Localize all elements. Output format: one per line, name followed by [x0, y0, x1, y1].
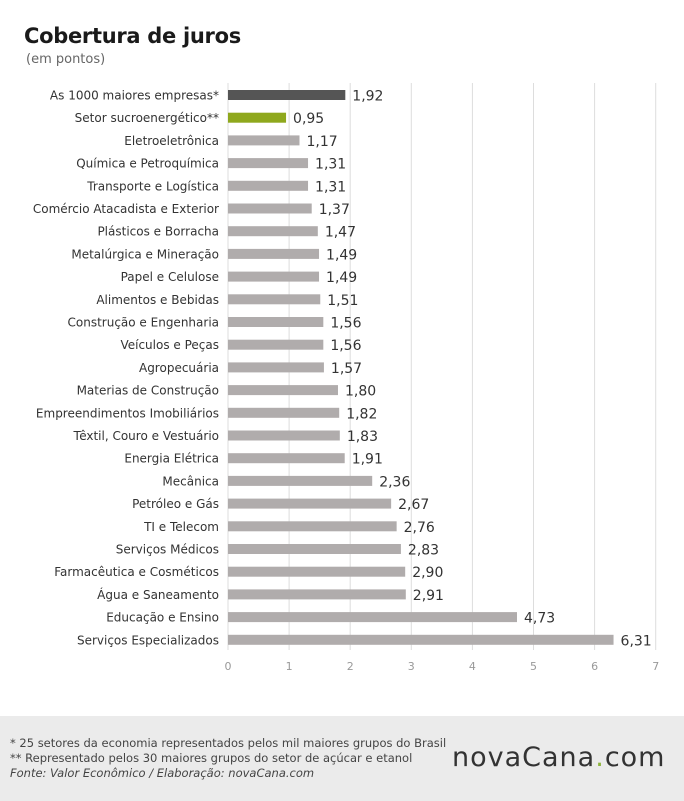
category-label: Setor sucroenergético** — [75, 111, 219, 125]
bar — [228, 180, 309, 191]
category-label: Farmacêutica e Cosméticos — [54, 565, 219, 579]
bar — [228, 271, 320, 282]
category-label: Alimentos e Bebidas — [96, 293, 219, 307]
data-label: 1,56 — [330, 316, 361, 332]
bar — [228, 112, 287, 123]
x-tick-label: 7 — [652, 660, 659, 673]
data-label: 1,80 — [345, 384, 376, 400]
bar — [228, 475, 373, 486]
bar — [228, 317, 324, 327]
bar — [228, 407, 340, 418]
bar — [228, 158, 309, 169]
category-label: As 1000 maiores empresas* — [50, 89, 219, 103]
chart-subtitle: (em pontos) — [26, 52, 106, 67]
footnote-1: * 25 setores da economia representados p… — [10, 736, 447, 750]
data-label: 0,95 — [293, 111, 324, 127]
data-label: 6,31 — [621, 633, 652, 649]
data-label: 1,31 — [315, 157, 346, 173]
category-label: Química e Petroquímica — [76, 157, 219, 171]
category-label: Água e Saneamento — [97, 587, 219, 602]
category-label: Educação e Ensino — [106, 611, 219, 625]
category-label: TI e Telecom — [143, 520, 219, 534]
bar — [228, 90, 346, 100]
category-label: Papel e Celulose — [121, 270, 219, 284]
logo-tld: com — [604, 742, 666, 773]
bar — [228, 226, 318, 237]
category-label: Serviços Especializados — [77, 633, 219, 647]
category-label: Comércio Atacadista e Exterior — [33, 202, 219, 216]
bar — [228, 430, 340, 441]
category-label: Energia Elétrica — [124, 452, 219, 466]
data-label: 2,36 — [379, 474, 410, 490]
bar — [228, 203, 312, 214]
bar — [228, 589, 406, 600]
category-label: Mecânica — [162, 474, 219, 488]
data-label: 1,56 — [330, 338, 361, 354]
x-tick-label: 2 — [347, 660, 354, 673]
bar — [228, 612, 518, 623]
data-label: 1,57 — [331, 361, 362, 377]
data-label: 1,49 — [326, 270, 357, 286]
bar — [228, 248, 320, 259]
bar-chart: 0 1 2 3 4 5 6 7 As 1000 maiores empresas* 1,92 Set… — [33, 83, 659, 673]
footer-notes: * 25 setores da economia representados p… — [10, 736, 446, 781]
category-label: Petróleo e Gás — [132, 497, 219, 511]
data-label: 1,47 — [325, 225, 356, 241]
category-label: Empreendimentos Imobiliários — [36, 406, 219, 420]
bar — [228, 634, 614, 645]
category-label: Plásticos e Borracha — [97, 225, 219, 239]
category-label: Agropecuária — [139, 361, 219, 375]
footnote-2: ** Representado pelos 30 maiores grupos … — [10, 751, 413, 765]
category-label: Veículos e Peças — [120, 338, 219, 352]
data-label: 1,31 — [315, 179, 346, 195]
data-label: 1,82 — [346, 406, 377, 422]
chart-title: Cobertura de juros — [24, 24, 241, 48]
category-label: Serviços Médicos — [116, 543, 219, 557]
data-label: 1,92 — [352, 89, 383, 105]
data-label: 4,73 — [524, 611, 555, 627]
category-label: Têxtil, Couro e Vestuário — [73, 429, 219, 443]
x-tick-label: 5 — [530, 660, 537, 673]
bar — [228, 362, 324, 373]
logo-dot: . — [595, 742, 605, 773]
data-label: 1,17 — [306, 134, 337, 150]
category-label: Eletroeletrônica — [124, 134, 219, 148]
data-label: 2,90 — [412, 565, 443, 581]
source-note: Fonte: Valor Econômico / Elaboração: nov… — [10, 766, 315, 780]
data-label: 1,83 — [347, 429, 378, 445]
category-label: Metalúrgica e Mineração — [71, 247, 219, 261]
bar — [228, 339, 324, 350]
category-label: Transporte e Logística — [86, 179, 219, 193]
data-label: 1,49 — [326, 247, 357, 263]
data-label: 1,37 — [319, 202, 350, 218]
novacana-logo: novaCana.com — [452, 742, 665, 773]
category-label: Materias de Construção — [77, 384, 219, 398]
data-label: 1,91 — [352, 452, 383, 468]
bar — [228, 521, 397, 532]
logo-name: novaCana — [452, 742, 596, 773]
data-label: 2,76 — [404, 520, 435, 536]
x-tick-label: 4 — [469, 660, 476, 673]
x-tick-label: 6 — [591, 660, 598, 673]
x-tick-label: 0 — [225, 660, 232, 673]
bar — [228, 566, 406, 577]
x-tick-label: 3 — [408, 660, 415, 673]
bar — [228, 498, 392, 509]
data-label: 2,91 — [413, 588, 444, 604]
data-label: 2,83 — [408, 543, 439, 559]
bar — [228, 453, 345, 464]
category-label: Construção e Engenharia — [68, 316, 220, 330]
bar — [228, 294, 321, 305]
bar — [228, 385, 338, 396]
data-label: 1,51 — [327, 293, 358, 309]
bar — [228, 544, 401, 554]
bar — [228, 135, 300, 146]
data-label: 2,67 — [398, 497, 429, 513]
x-tick-label: 1 — [286, 660, 293, 673]
